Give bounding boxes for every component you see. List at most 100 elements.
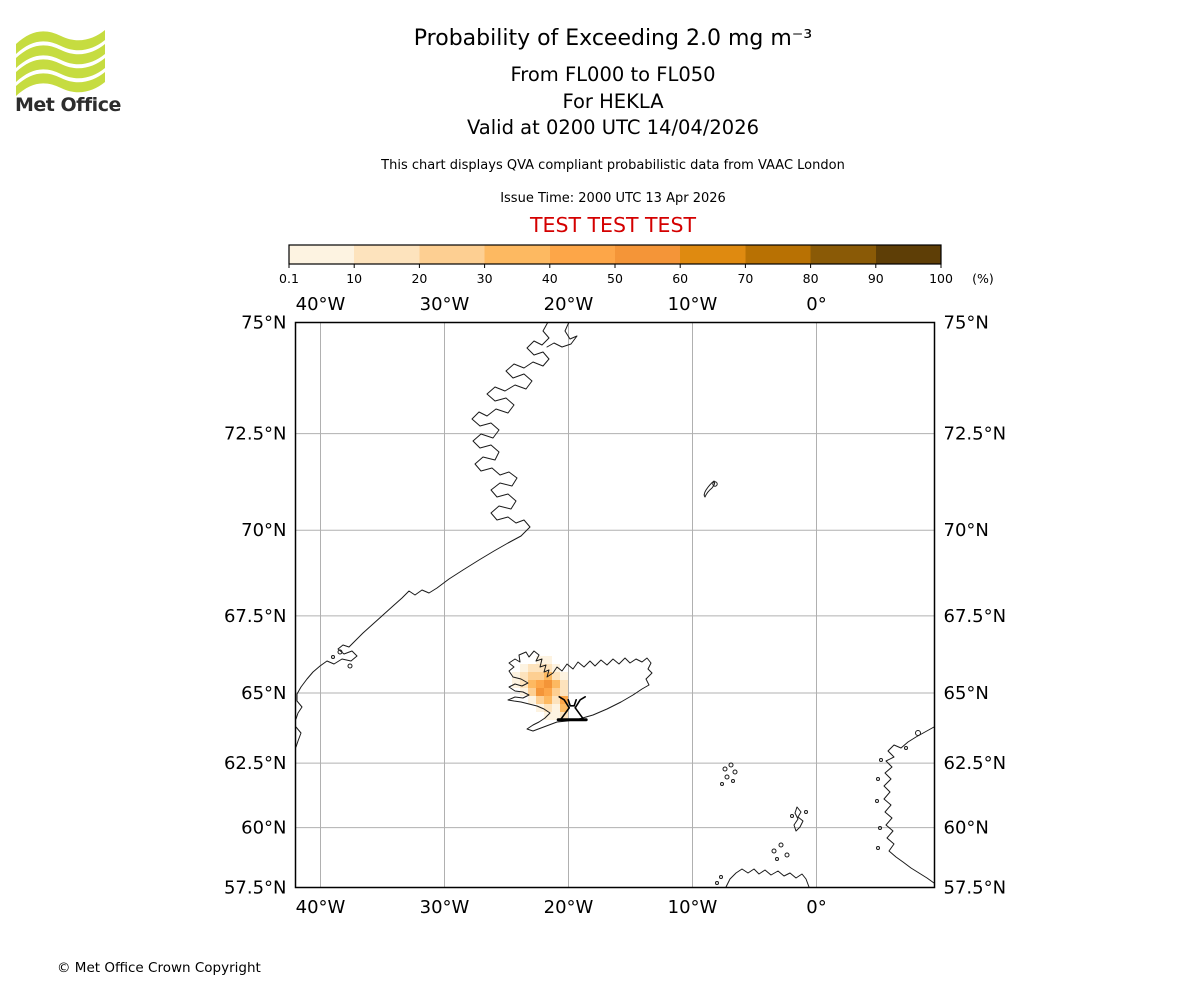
jan-mayen-islet	[712, 481, 718, 487]
probability-cell	[552, 712, 560, 720]
colorbar-segment	[680, 245, 746, 264]
greenland-islet	[337, 649, 343, 655]
orkney-islet	[771, 848, 777, 854]
met-office-logo-waves	[16, 30, 105, 96]
faroe-islet	[728, 762, 734, 768]
test-banner: TEST TEST TEST	[529, 213, 697, 237]
probability-cell	[536, 672, 544, 680]
colorbar-tick-label: 100	[929, 271, 953, 286]
x-axis-label-bottom: 0°	[806, 897, 826, 918]
probability-cell	[552, 704, 560, 712]
probability-cell	[560, 672, 568, 680]
x-axis-label-top: 10°W	[668, 294, 718, 315]
x-axis-label-bottom: 20°W	[544, 897, 594, 918]
x-axis-label-top: 40°W	[296, 294, 346, 315]
y-axis-label-right: 60°N	[944, 818, 989, 839]
probability-cell	[528, 664, 536, 672]
y-axis-label-left: 75°N	[241, 313, 286, 334]
jan-mayen-coastline	[703, 480, 716, 498]
colorbar-segment	[289, 245, 355, 264]
probability-cell	[560, 680, 568, 688]
map-border	[294, 321, 936, 889]
volcano-left-flank	[560, 707, 571, 720]
colorbar-segment	[875, 245, 942, 264]
probability-cell	[552, 672, 560, 680]
norway-islet	[875, 799, 879, 803]
greenland-coastline-south	[295, 726, 302, 748]
met-office-logo: Met Office	[15, 28, 125, 120]
colorbar-tick-label: 60	[672, 271, 688, 286]
probability-cell	[544, 664, 552, 672]
probability-cell	[552, 688, 560, 696]
qva-note: This chart displays QVA compliant probab…	[381, 158, 845, 173]
issue-time: Issue Time: 2000 UTC 13 Apr 2026	[500, 191, 726, 206]
volcano-symbol	[556, 696, 588, 722]
probability-cell	[528, 696, 536, 704]
x-axis-label-bottom: 30°W	[420, 897, 470, 918]
probability-cell	[544, 688, 552, 696]
colorbar-segment	[745, 245, 812, 264]
norway-islet	[915, 730, 921, 736]
faroe-islet	[720, 782, 724, 786]
chart-subtitle-valid-time: Valid at 0200 UTC 14/04/2026	[466, 116, 760, 139]
copyright-notice: © Met Office Crown Copyright	[57, 960, 261, 976]
colorbar-unit-label: (%)	[972, 271, 994, 286]
x-axis-label-bottom: 10°W	[668, 897, 718, 918]
axis-labels: 40°W 40°W 30°W 30°W 20°W 20°W 10°W 10°W 0° 0° 75°N…	[224, 294, 1006, 918]
shetland-islet	[790, 814, 794, 818]
y-axis-label-left: 62.5°N	[224, 753, 287, 774]
norway-islet	[878, 826, 882, 830]
colorbar-tick-label: 10	[346, 271, 362, 286]
chart-title: Probability of Exceeding 2.0 mg m⁻³	[413, 26, 813, 51]
colorbar-tick-label: 0.1	[279, 271, 299, 286]
greenland-coastline	[295, 322, 550, 720]
shetland-islet	[804, 810, 808, 814]
iceland-coastline	[507, 650, 653, 732]
probability-cell	[536, 680, 544, 688]
colorbar: 0.1 10 20 30 40 50 60 70 80 90 100 (%)	[279, 244, 994, 286]
probability-cell	[552, 696, 560, 704]
y-axis-label-left: 57.5°N	[224, 878, 287, 899]
faroe-islet	[731, 779, 735, 783]
volcano-right-vent-line	[574, 696, 587, 709]
y-axis-label-right: 72.5°N	[944, 424, 1007, 445]
probability-cell	[552, 680, 560, 688]
probability-cell	[544, 704, 552, 712]
colorbar-tick-label: 80	[803, 271, 819, 286]
probability-cell	[560, 704, 568, 712]
y-axis-label-left: 67.5°N	[224, 606, 287, 627]
probability-cell	[536, 696, 544, 704]
probability-cell	[560, 688, 568, 696]
scotland-coastline	[725, 868, 810, 888]
probability-cell	[528, 680, 536, 688]
probability-cell	[544, 656, 552, 664]
probability-cell	[520, 672, 528, 680]
x-axis-label-bottom: 40°W	[296, 897, 346, 918]
probability-cell	[544, 680, 552, 688]
x-axis-label-top: 30°W	[420, 294, 470, 315]
y-axis-label-right: 57.5°N	[944, 878, 1007, 899]
colorbar-tick-label: 20	[411, 271, 427, 286]
x-axis-label-top: 0°	[806, 294, 826, 315]
y-axis-label-left: 70°N	[241, 520, 286, 541]
colorbar-tick-label: 30	[477, 271, 493, 286]
volcano-crater-notch	[567, 699, 578, 707]
met-office-logo-text: Met Office	[15, 94, 121, 116]
orkney-islet	[778, 842, 784, 848]
chart-subtitle-volcano: For HEKLA	[562, 90, 664, 113]
map-gridlines	[295, 322, 935, 888]
orkney-islet	[784, 852, 790, 858]
faroe-islet	[724, 774, 730, 780]
colorbar-segment	[549, 245, 616, 264]
colorbar-segment	[484, 245, 551, 264]
colorbar-segment	[810, 245, 877, 264]
norway-islet	[879, 758, 883, 762]
norway-islet	[876, 777, 880, 781]
colorbar-segment	[615, 245, 681, 264]
y-axis-label-left: 72.5°N	[224, 424, 287, 445]
colorbar-tick-label: 90	[868, 271, 884, 286]
probability-cell	[528, 688, 536, 696]
faroe-islet	[722, 766, 728, 772]
norway-islet	[876, 846, 880, 850]
y-axis-label-left: 60°N	[241, 818, 286, 839]
